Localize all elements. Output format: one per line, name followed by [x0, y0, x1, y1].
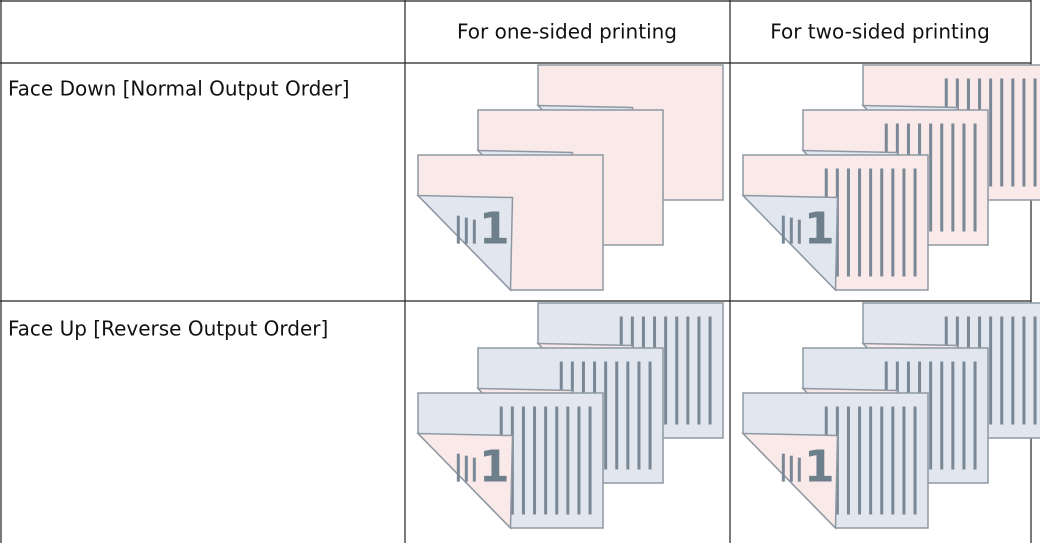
column-header: For one-sided printing [457, 20, 677, 44]
illustration: 321 [416, 302, 724, 530]
illustrations: 321531321531 [416, 64, 1040, 530]
page-number: 1 [804, 204, 835, 255]
illustration: 531 [741, 64, 1040, 292]
illustration: 321 [416, 64, 724, 292]
page-number: 1 [479, 442, 510, 493]
illustration: 531 [741, 302, 1040, 530]
page-number: 1 [479, 204, 510, 255]
column-header: For two-sided printing [770, 20, 990, 44]
row-label: Face Up [Reverse Output Order] [8, 317, 328, 341]
row-label: Face Down [Normal Output Order] [8, 77, 350, 101]
page-number: 1 [804, 442, 835, 493]
